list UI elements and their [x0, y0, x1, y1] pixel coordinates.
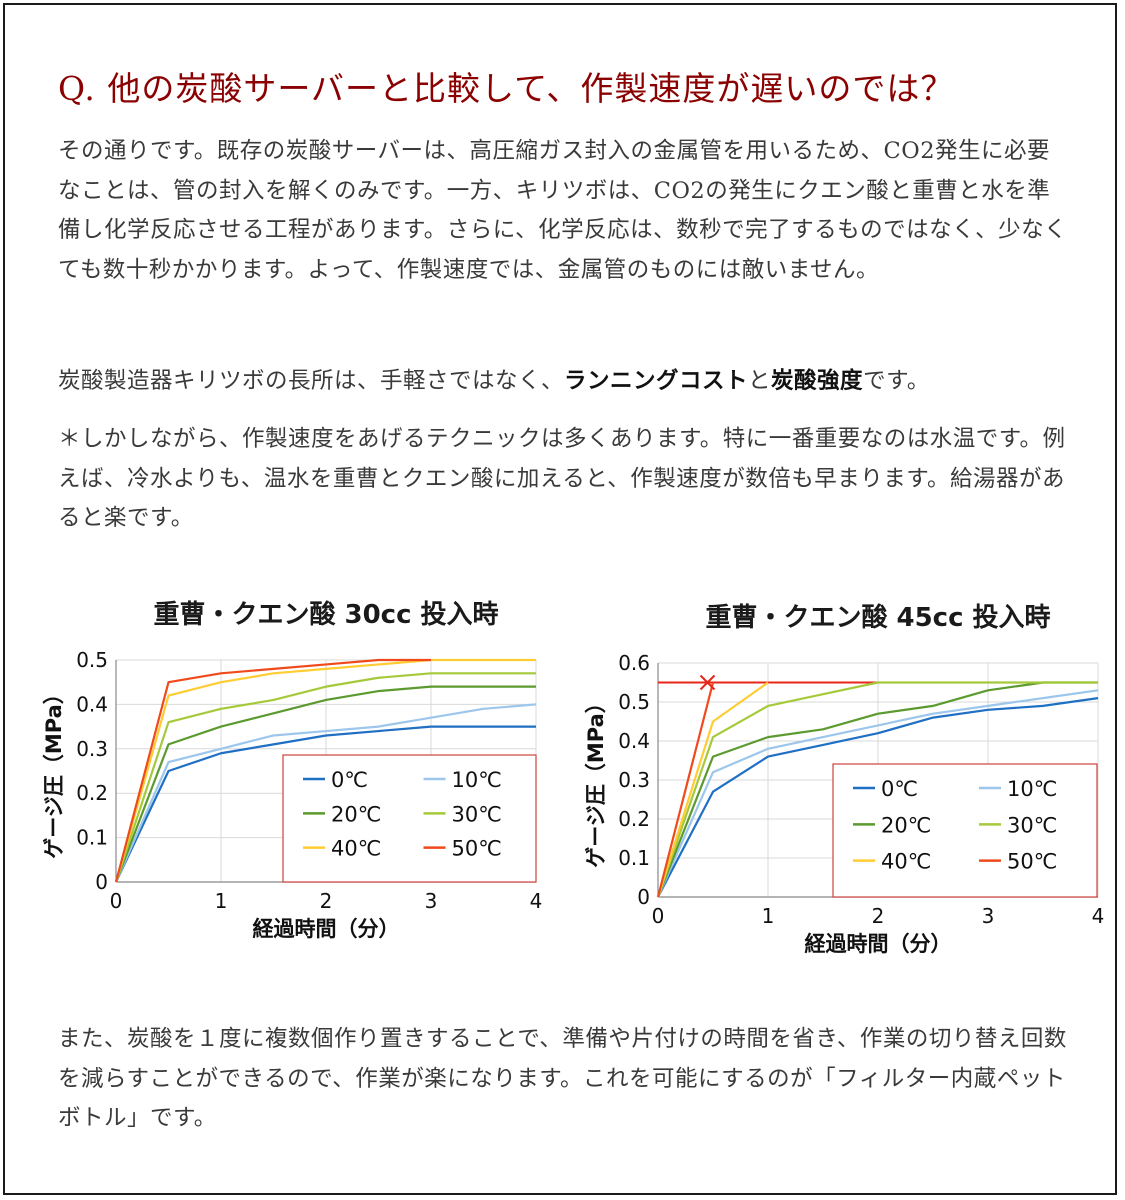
page-title: Q. 他の炭酸サーバーと比較して、作製速度が遅いのでは？ [58, 69, 955, 108]
chart-1-ytick-label: 0.3 [76, 737, 108, 761]
advantages-text-mid: と [748, 368, 772, 394]
carbonation-strength-emphasis: 炭酸強度 [771, 368, 864, 394]
chart-2-ytick-label: 0.6 [618, 651, 650, 675]
chart-1-legend-label: 30℃ [452, 802, 502, 826]
chart-2-ytick-label: 0 [637, 885, 650, 909]
chart-2-xtick-label: 0 [652, 904, 665, 928]
chart-2-cross-marker [699, 674, 716, 691]
chart-2-legend-label: 30℃ [1007, 813, 1057, 837]
chart-2-xtick-label: 2 [872, 904, 885, 928]
chart-45cc: 0 0.1 0.2 0.3 0.4 0.5 0.6 0 1 2 3 4 経過時間（分） ゲージ圧（MPa）… [584, 651, 1105, 956]
chart-2-legend-label: 40℃ [881, 850, 931, 874]
chart-2-series-line [657, 697, 1099, 898]
chart-1-legend-label: 40℃ [331, 837, 381, 861]
advantages-text-end: です。 [863, 368, 930, 394]
chart-1-xtick-label: 0 [110, 889, 123, 913]
chart-1-xtick-label: 1 [215, 889, 228, 913]
chart-1-title: 重曹・クエン酸 30cc 投入時 [153, 600, 499, 630]
chart-2-xtick-label: 3 [982, 904, 995, 928]
chart-1-series-line [114, 658, 536, 883]
chart-2-ytick-label: 0.4 [618, 729, 650, 753]
chart-2-legend-box [832, 763, 1098, 898]
chart-1-legend-label: 10℃ [452, 768, 502, 792]
chart-2-series-line [656, 682, 715, 898]
chart-2-y-axis-label: ゲージ圧（MPa） [584, 692, 608, 867]
chart-1-ytick-label: 0.4 [76, 692, 108, 716]
chart-2-legend-label: 0℃ [881, 777, 918, 801]
chart-1-legend-label: 0℃ [331, 768, 368, 792]
chart-1-legend-box [282, 754, 537, 883]
chart-2-legend-label: 10℃ [1007, 777, 1057, 801]
chart-1-series-line [114, 658, 431, 883]
chart-1-series-line [115, 725, 536, 883]
running-cost-emphasis: ランニングコスト [564, 368, 749, 394]
chart-2-xtick-label: 4 [1092, 904, 1105, 928]
chart-2-ytick-label: 0.5 [618, 690, 650, 714]
chart-2-series-line [656, 681, 1098, 898]
chart-1-xtick-label: 2 [320, 889, 333, 913]
page-frame [3, 3, 1117, 1195]
chart-1-xtick-label: 4 [530, 889, 543, 913]
chart-1-ytick-label: 0.2 [76, 781, 108, 805]
chart-1-ytick-label: 0 [95, 870, 108, 894]
chart-1-series-line [114, 703, 537, 883]
chart-2-title: 重曹・クエン酸 45cc 投入時 [705, 603, 1051, 633]
chart-1-ytick-label: 0.1 [76, 826, 108, 850]
paragraph-batch-production: また、炭酸を１度に複数個作り置きすることで、準備や片付けの時間を省き、作業の切り… [58, 1026, 1067, 1131]
chart-1-legend-label: 50℃ [452, 837, 502, 861]
chart-2-ytick-label: 0.3 [618, 768, 650, 792]
paragraph-advantages: 炭酸製造器キリツボの長所は、手軽さではなく、ランニングコストと炭酸強度です。 [58, 362, 1068, 402]
chart-2-cross-stroke [699, 674, 716, 691]
chart-1-y-axis-label: ゲージ圧（MPa） [42, 683, 66, 858]
chart-1-x-axis-label: 経過時間（分） [253, 917, 400, 941]
chart-1-legend-label: 20℃ [331, 802, 381, 826]
paragraph-explanation: その通りです。既存の炭酸サーバーは、高圧縮ガス封入の金属管を用いるため、CO2発… [58, 138, 1068, 283]
chart-1-xtick-label: 3 [425, 889, 438, 913]
chart-2-xtick-label: 1 [762, 904, 775, 928]
paragraph-technique-note: ＊しかしながら、作製速度をあげるテクニックは多くあります。特に一番重要なのは水温… [58, 426, 1066, 531]
chart-2-series-line [656, 689, 1099, 898]
chart-2-x-axis-label: 経過時間（分） [805, 932, 952, 956]
chart-1-series-line [114, 672, 536, 883]
advantages-text-start: 炭酸製造器キリツボの長所は、手軽さではなく、 [58, 368, 565, 394]
chart-30cc: 0 0.1 0.2 0.3 0.4 0.5 0 1 2 3 4 経過時間（分） ゲージ圧（MPa） 0℃ 1… [42, 648, 543, 941]
chart-2-ytick-label: 0.2 [618, 807, 650, 831]
chart-2-ytick-label: 0.1 [618, 846, 650, 870]
chart-2-legend-label: 50℃ [1007, 850, 1057, 874]
chart-2-series-line [656, 681, 1098, 898]
chart-2-legend-label: 20℃ [881, 813, 931, 837]
chart-1-ytick-label: 0.5 [76, 648, 108, 672]
chart-1-series-line [114, 685, 536, 883]
chart-2-series-line [656, 681, 769, 898]
